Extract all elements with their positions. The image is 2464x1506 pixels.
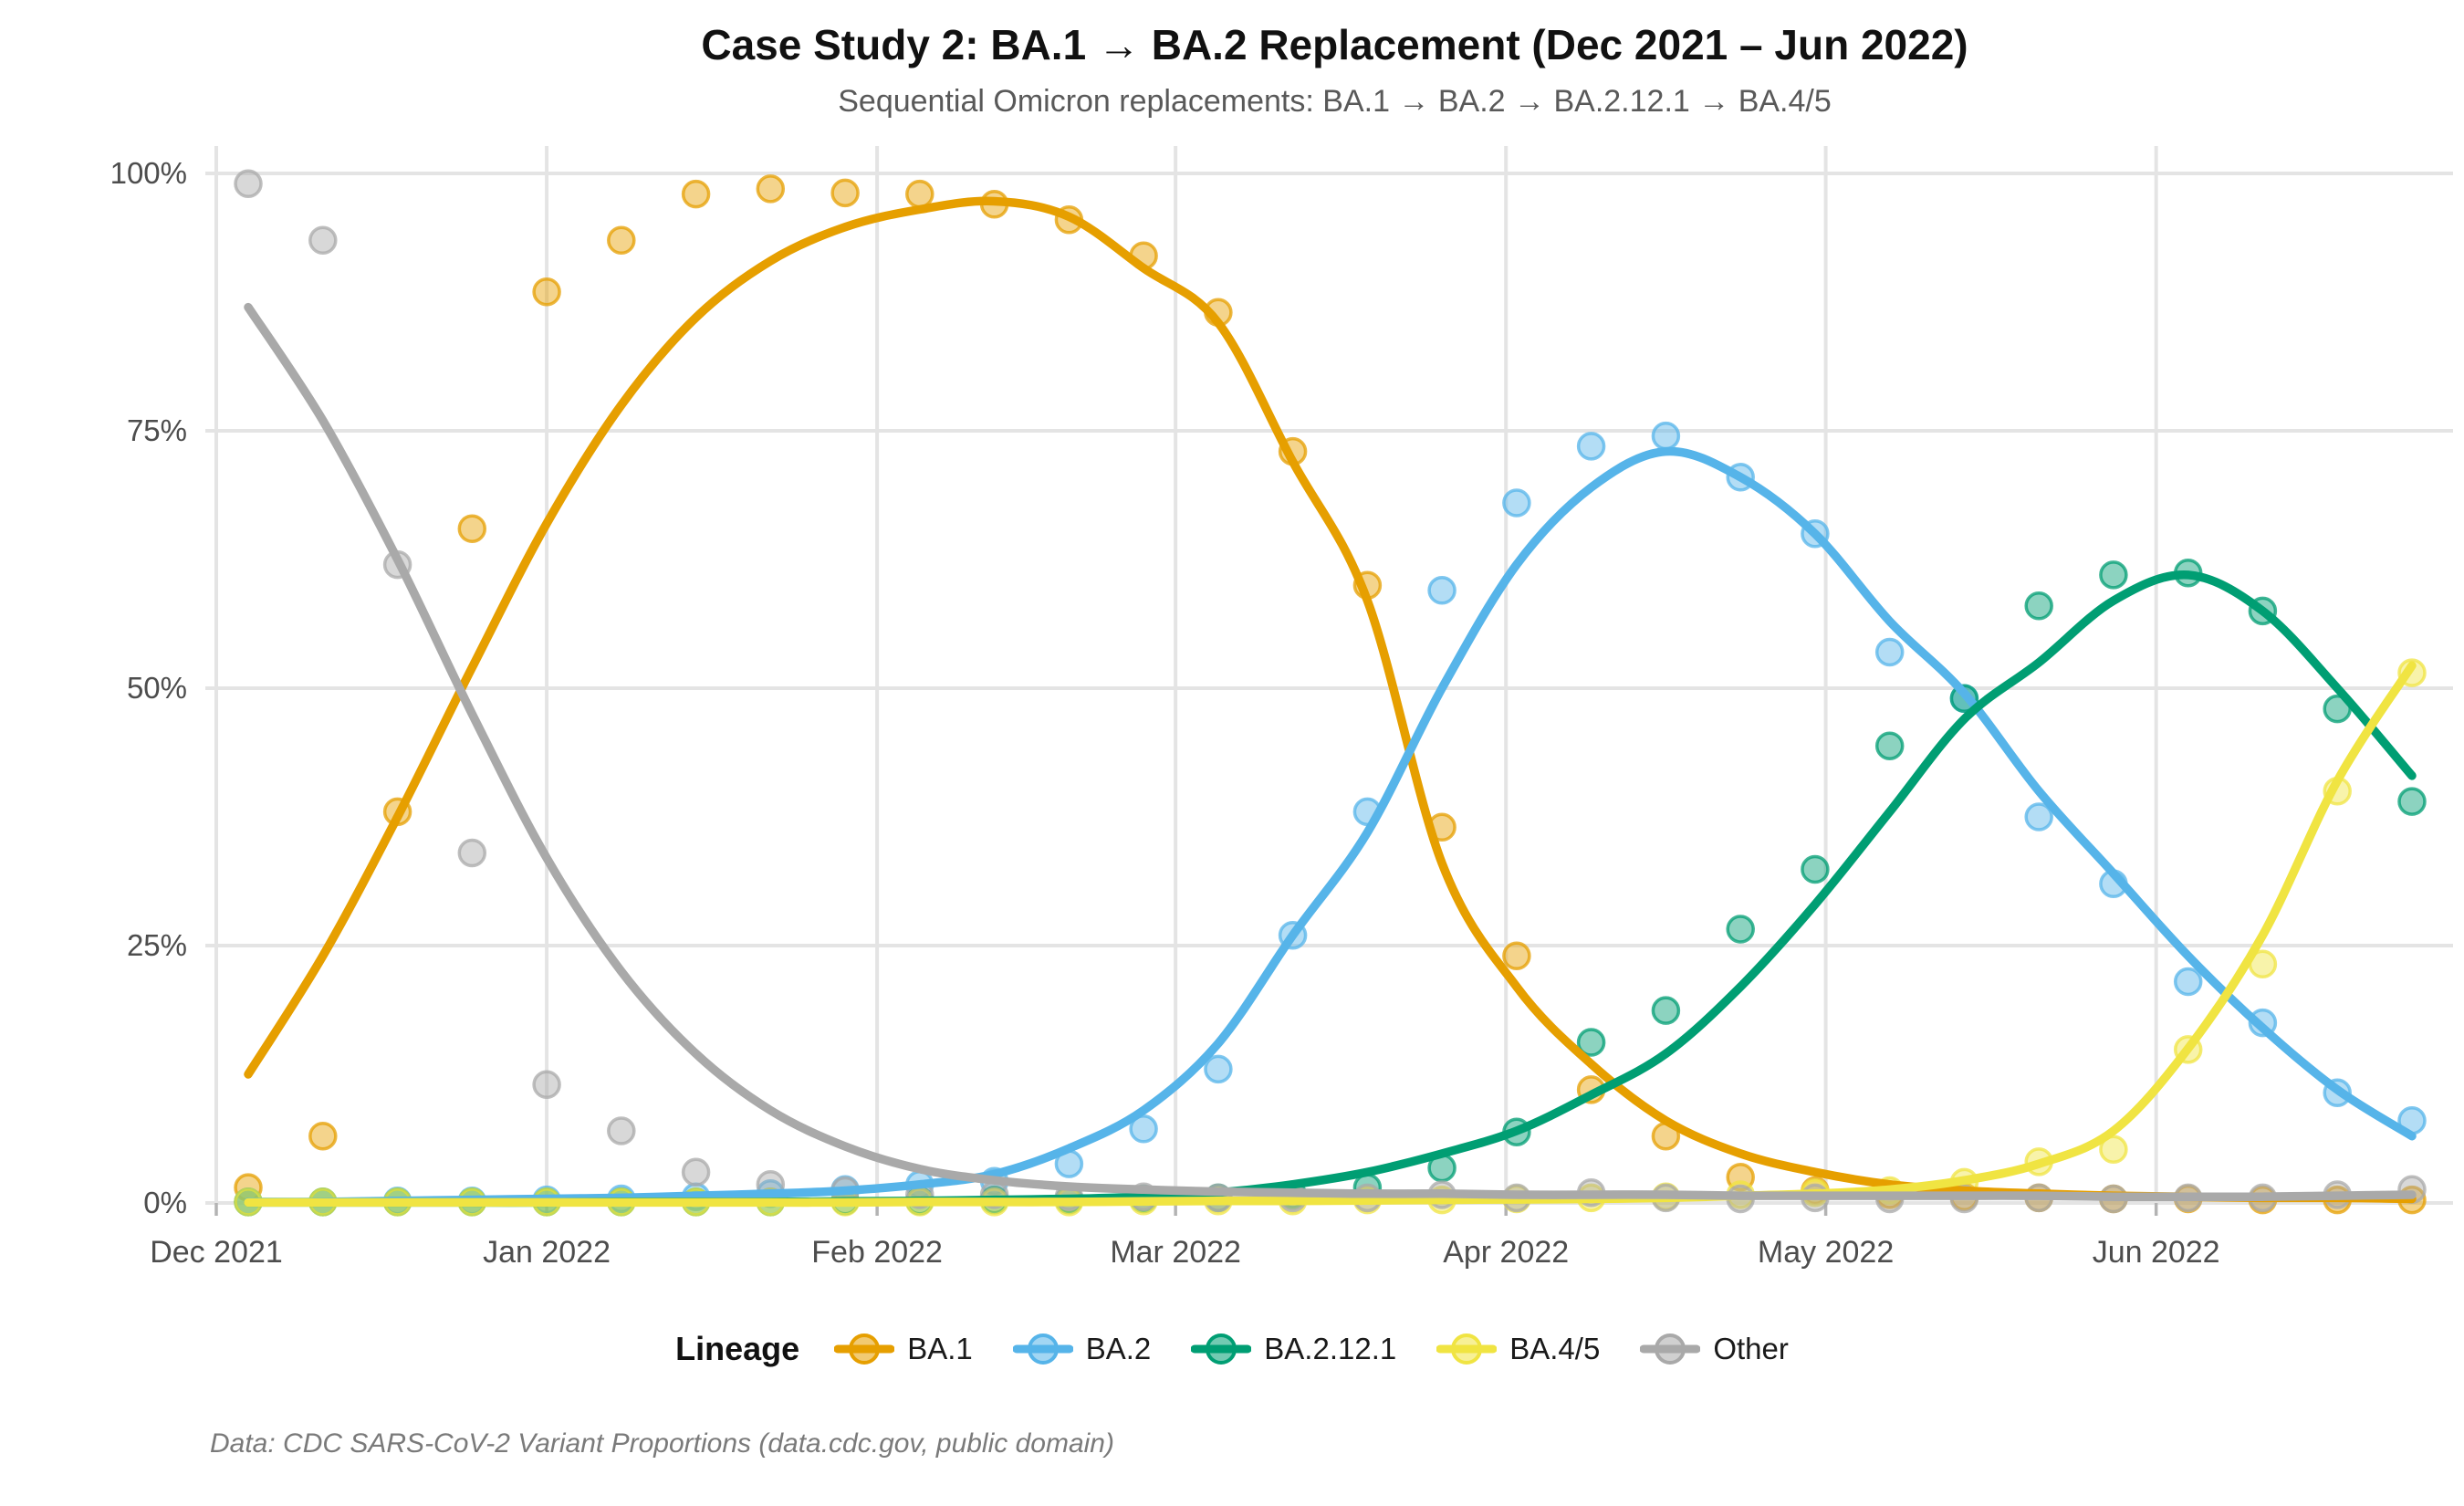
data-point-ba2121 xyxy=(2024,591,2053,621)
data-point-other xyxy=(681,1157,711,1187)
legend-items: BA.1 BA.2 BA.2.12.1 BA.4/5 Other xyxy=(834,1328,1789,1370)
x-tick-label: Jan 2022 xyxy=(483,1235,611,1270)
legend-label: BA.2.12.1 xyxy=(1264,1332,1397,1365)
x-tick-label: Dec 2021 xyxy=(150,1235,283,1270)
y-tick-label: 50% xyxy=(127,671,187,705)
data-point-ba2 xyxy=(1427,576,1456,605)
legend-key-icon xyxy=(1012,1333,1073,1365)
data-point-other xyxy=(308,225,338,256)
legend-item-ba2121: BA.2.12.1 xyxy=(1191,1328,1396,1370)
data-point-ba1 xyxy=(532,277,561,307)
data-point-ba2 xyxy=(2024,802,2053,831)
data-point-ba2121 xyxy=(1726,915,1755,944)
data-point-ba1 xyxy=(607,225,636,256)
data-point-ba1 xyxy=(756,174,786,204)
legend-key-icon xyxy=(1436,1333,1498,1365)
legend-item-ba1: BA.1 xyxy=(834,1328,973,1370)
legend-key-icon xyxy=(834,1333,895,1365)
data-point-ba2121 xyxy=(1801,854,1830,884)
data-point-other xyxy=(234,169,263,199)
data-point-ba2 xyxy=(1874,637,1905,667)
data-point-ba2121 xyxy=(1874,731,1905,760)
y-tick-label: 0% xyxy=(143,1186,187,1219)
data-point-ba2 xyxy=(1502,488,1531,518)
legend-key-icon xyxy=(1191,1333,1252,1365)
data-point-ba2 xyxy=(1576,432,1606,461)
x-tick-label: Jun 2022 xyxy=(2093,1235,2220,1270)
legend-label: BA.2 xyxy=(1085,1332,1152,1365)
data-point-ba2121 xyxy=(1651,996,1681,1025)
legend-item-ba45: BA.4/5 xyxy=(1436,1328,1600,1370)
chart-subtitle: Sequential Omicron replacements: BA.1 → … xyxy=(838,84,1832,119)
x-tick-label: Feb 2022 xyxy=(811,1235,943,1270)
data-point-ba2121 xyxy=(2099,560,2128,590)
chart-title: Case Study 2: BA.1 → BA.2 Replacement (D… xyxy=(701,21,1968,68)
legend-label: BA.4/5 xyxy=(1509,1332,1601,1365)
x-tick-label: Apr 2022 xyxy=(1443,1235,1569,1270)
legend-key-icon xyxy=(1640,1333,1701,1365)
data-point-ba1 xyxy=(905,179,934,209)
data-point-ba2121 xyxy=(2397,787,2427,816)
data-point-ba1 xyxy=(457,514,487,543)
y-tick-label: 100% xyxy=(110,156,187,190)
trend-line-ba2 xyxy=(244,446,2417,1207)
data-point-ba1 xyxy=(681,179,711,209)
data-point-ba1 xyxy=(1502,941,1531,971)
data-point-ba2121 xyxy=(1576,1028,1606,1057)
data-point-ba2 xyxy=(1129,1114,1158,1144)
legend-item-ba2: BA.2 xyxy=(1012,1328,1152,1370)
data-point-ba45 xyxy=(2099,1135,2128,1165)
trend-line-ba45 xyxy=(244,661,2417,1208)
trend-line-ba1 xyxy=(244,196,2417,1204)
legend-item-other: Other xyxy=(1640,1328,1789,1370)
data-point-other xyxy=(607,1116,636,1145)
x-tick-label: Mar 2022 xyxy=(1110,1235,1241,1270)
y-tick-label: 75% xyxy=(127,413,187,447)
trend-line-other xyxy=(244,302,2417,1202)
legend-label: BA.1 xyxy=(907,1332,973,1365)
data-point-other xyxy=(457,838,487,868)
legend: Lineage BA.1 BA.2 BA.2.12.1 BA.4/5 Other xyxy=(0,1328,2464,1370)
y-tick-label: 25% xyxy=(127,928,187,962)
data-point-ba1 xyxy=(308,1121,338,1151)
data-point-ba2 xyxy=(1651,421,1681,451)
x-tick-label: May 2022 xyxy=(1758,1235,1894,1270)
legend-title: Lineage xyxy=(675,1330,800,1367)
data-point-ba2 xyxy=(2173,967,2203,997)
chart-caption: Data: CDC SARS-CoV-2 Variant Proportions… xyxy=(210,1428,1114,1459)
data-point-ba1 xyxy=(830,178,860,208)
data-point-ba2 xyxy=(1204,1054,1233,1084)
data-point-other xyxy=(532,1070,561,1100)
legend-label: Other xyxy=(1713,1332,1789,1365)
